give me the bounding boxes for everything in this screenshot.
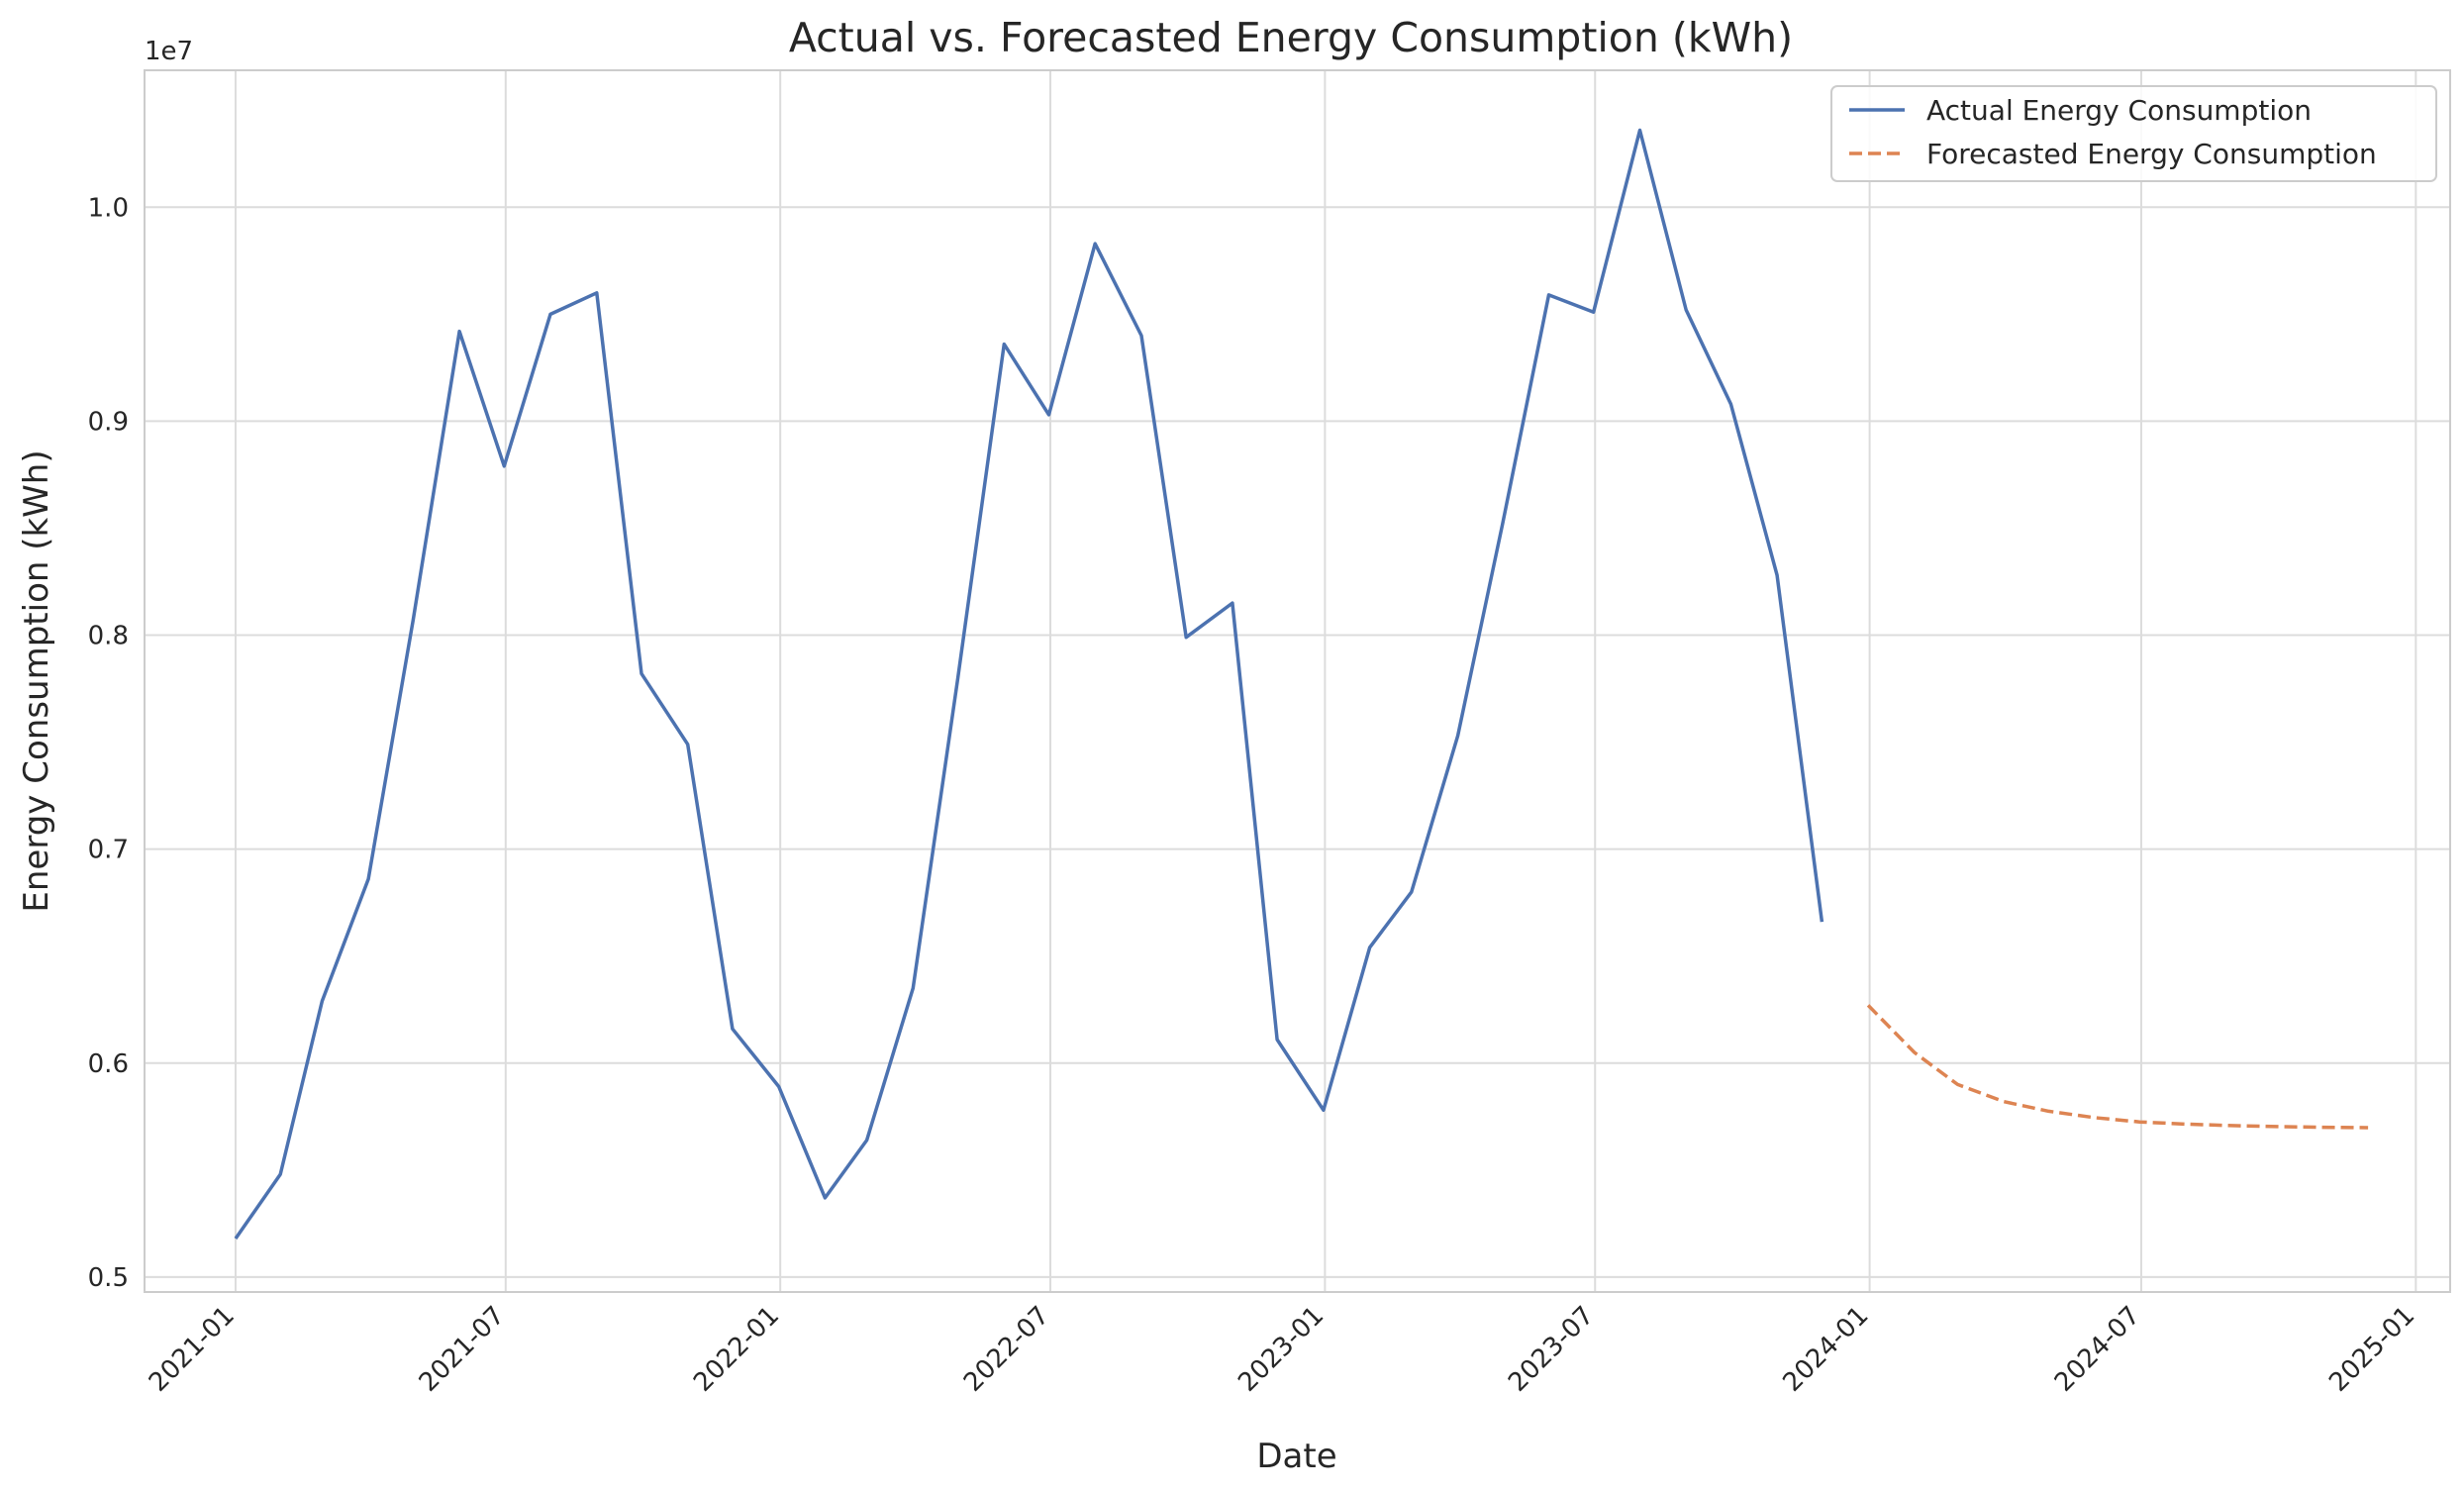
x-tick-label: 2024-07 (2049, 1301, 2146, 1398)
y-axis-offset-label: 1e7 (145, 37, 193, 66)
x-tick-label: 2023-01 (1232, 1301, 1330, 1398)
x-tick-label: 2021-07 (414, 1301, 511, 1398)
actual-consumption-line (234, 128, 1824, 1241)
y-tick-label: 1.0 (88, 193, 129, 223)
x-tick-label: 2024-01 (1778, 1301, 1875, 1398)
y-tick-label: 0.8 (88, 622, 129, 651)
x-tick-labels: 2021-01 2021-07 2022-01 2022-07 2023-01 2023-… (144, 1301, 2420, 1398)
chart-title: Actual vs. Forecasted Energy Consumption… (789, 14, 1793, 61)
series-layer (234, 128, 2369, 1241)
legend: Actual Energy Consumption Forecasted Ene… (1830, 85, 2437, 182)
x-gridlines (234, 70, 2417, 1292)
x-tick-label: 2022-07 (958, 1301, 1055, 1398)
y-tick-label: 0.6 (88, 1049, 129, 1079)
x-axis-title: Date (1256, 1437, 1336, 1476)
plot-area (145, 70, 2450, 1292)
plot-frame (144, 69, 2451, 1293)
y-tick-label: 0.7 (88, 836, 129, 865)
x-tick-label: 2021-01 (144, 1301, 241, 1398)
y-axis-title: Energy Consumption (kWh) (17, 449, 56, 912)
x-tick-label: 2025-01 (2323, 1301, 2420, 1398)
legend-box (1830, 85, 2437, 182)
legend-label-actual: Actual Energy Consumption (1926, 94, 2312, 127)
y-tick-labels: 0.5 0.6 0.7 0.8 0.9 1.0 (88, 193, 129, 1293)
y-gridlines (145, 206, 2450, 1278)
y-tick-label: 0.9 (88, 407, 129, 437)
x-tick-label: 2022-01 (688, 1301, 785, 1398)
x-tick-label: 2023-07 (1503, 1301, 1600, 1398)
y-tick-label: 0.5 (88, 1263, 129, 1293)
forecasted-consumption-line (1866, 1004, 2369, 1130)
legend-label-forecast: Forecasted Energy Consumption (1926, 138, 2377, 170)
